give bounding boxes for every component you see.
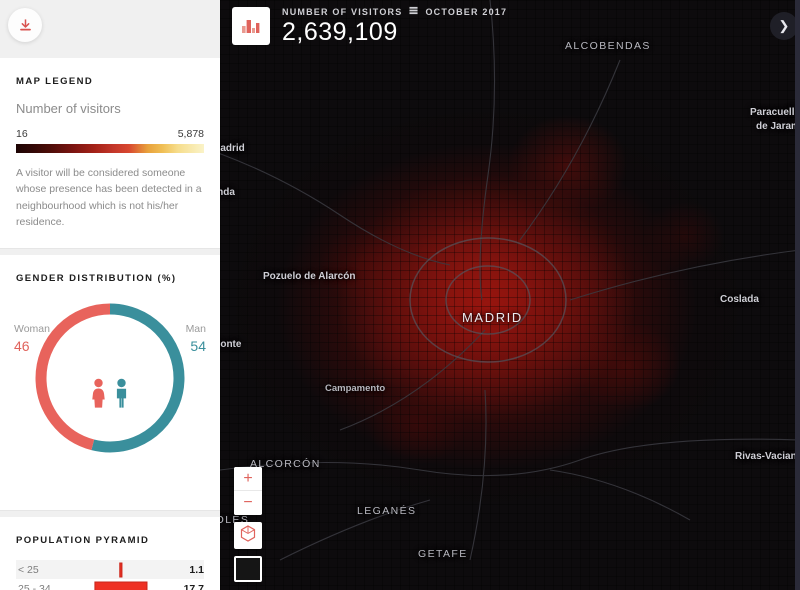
hexagon-3d-button[interactable] (234, 522, 262, 549)
pyramid-row: 25 - 34 17.7 (16, 579, 204, 590)
population-pyramid-title: POPULATION PYRAMID (16, 535, 150, 547)
heatmap-grid-overlay (220, 0, 800, 590)
donut-svg (35, 303, 185, 453)
map-place-label: Paracuell (750, 107, 795, 118)
pyramid-row-track (72, 579, 170, 590)
legend-gradient-bar (16, 144, 204, 153)
right-edge-strip (795, 0, 800, 590)
map-legend-panel: MAP LEGEND Number of visitors 16 5,878 A… (0, 58, 220, 250)
pyramid-row-track (72, 560, 170, 579)
woman-man-icon (90, 378, 131, 408)
map-place-label: Campamento (325, 383, 386, 394)
sidebar: MAP LEGEND Number of visitors 16 5,878 A… (0, 0, 220, 590)
map-place-label: onda (220, 187, 235, 198)
map-place-label: Coslada (720, 294, 759, 305)
legend-scale-labels: 16 5,878 (16, 128, 204, 140)
visitor-count-value: 2,639,109 (282, 18, 398, 46)
legend-note: A visitor will be considered someone who… (16, 167, 202, 228)
pyramid-row-value: 1.1 (189, 563, 204, 576)
map-place-label: ALCOBENDAS (565, 40, 651, 52)
map-place-label: LEGANÉS (357, 505, 417, 517)
legend-max-value: 5,878 (177, 128, 204, 140)
map-controls: + − (234, 467, 262, 582)
zoom-control-group: + − (234, 467, 262, 515)
gender-distribution-title: GENDER DISTRIBUTION (%) (16, 273, 177, 285)
road-network-overlay (220, 0, 800, 561)
map-header-text: NUMBER OF VISITORS OCTOBER 2017 2,639,10… (282, 6, 507, 46)
pyramid-row-bar (119, 562, 123, 578)
population-pyramid-panel: POPULATION PYRAMID < 251.125 - 3417.735 … (0, 517, 220, 590)
heatmap-canvas[interactable]: NUMBER OF VISITORS OCTOBER 2017 2,639,10… (220, 0, 800, 590)
download-icon (18, 18, 33, 33)
gender-donut-chart: Woman 46 Man 54 (14, 298, 206, 488)
map-legend-title: MAP LEGEND (16, 76, 94, 87)
legend-min-value: 16 (16, 128, 28, 140)
download-button[interactable] (8, 8, 42, 42)
hexagon-3d-icon (240, 524, 256, 547)
metric-label: NUMBER OF VISITORS (282, 6, 403, 17)
zoom-in-button[interactable]: + (234, 467, 262, 491)
gender-distribution-panel: GENDER DISTRIBUTION (%) Woman 46 Man 54 (0, 255, 220, 512)
pyramid-row-value: 17.7 (183, 582, 204, 590)
bar-chart-icon (232, 6, 270, 45)
zoom-out-button[interactable]: − (234, 491, 262, 515)
map-place-label: MADRID (462, 310, 523, 325)
date-label: OCTOBER 2017 (425, 6, 508, 17)
sidebar-topbar (0, 0, 220, 58)
map-place-label: Pozuelo de Alarcón (263, 271, 356, 282)
map-header-meta: NUMBER OF VISITORS OCTOBER 2017 (282, 6, 507, 17)
map-place-label: GETAFE (418, 548, 468, 560)
pyramid-row-label: < 25 (18, 563, 39, 576)
basemap-swatch-button[interactable] (234, 556, 262, 582)
next-panel-button[interactable]: ❯ (770, 12, 798, 40)
map-header: NUMBER OF VISITORS OCTOBER 2017 2,639,10… (232, 6, 507, 45)
map-place-label: de Jaram (756, 121, 800, 132)
pyramid-row-label: 25 - 34 (18, 582, 51, 590)
map-place-label: Rivas-Vacian (735, 451, 797, 462)
calendar-icon (409, 6, 419, 17)
chevron-right-icon: ❯ (778, 18, 790, 33)
legend-subtitle: Number of visitors (16, 101, 121, 116)
map-place-label: Monte (220, 339, 242, 350)
pyramid-row-bar (94, 581, 148, 590)
map-place-label: Madrid (220, 143, 245, 154)
pyramid-row: < 25 1.1 (16, 560, 204, 580)
